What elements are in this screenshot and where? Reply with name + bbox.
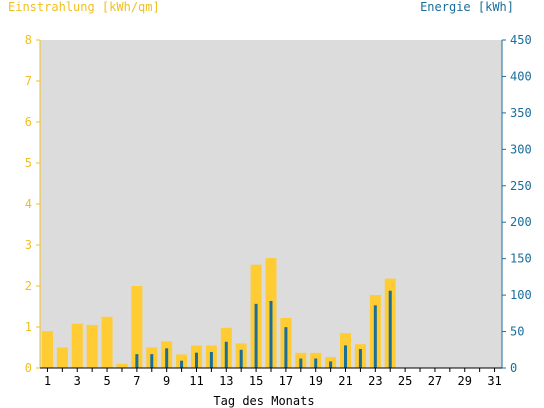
left-axis-tick-label: 2	[25, 279, 32, 293]
right-axis-tick-label: 300	[510, 142, 532, 156]
x-axis-tick-label: 3	[74, 374, 81, 388]
x-axis-tick-label: 9	[163, 374, 170, 388]
energy-bar-day-7	[135, 354, 139, 368]
irradiation-bar-day-7	[131, 286, 143, 368]
x-axis-tick-label: 21	[338, 374, 352, 388]
x-axis-tick-label: 27	[428, 374, 442, 388]
energy-bar-day-24	[388, 290, 392, 368]
left-axis-tick-label: 4	[25, 197, 32, 211]
irradiation-bar-day-3	[71, 323, 83, 368]
energy-bar-day-9	[165, 348, 169, 368]
x-axis-tick-label: 13	[219, 374, 233, 388]
right-axis-tick-label: 450	[510, 33, 532, 47]
right-axis-tick-label: 400	[510, 69, 532, 83]
left-axis-tick-label: 6	[25, 115, 32, 129]
right-axis-tick-label: 250	[510, 179, 532, 193]
left-axis-tick-label: 1	[25, 320, 32, 334]
x-axis-tick-label: 5	[103, 374, 110, 388]
right-axis-tick-label: 200	[510, 215, 532, 229]
energy-bar-day-18	[299, 358, 303, 368]
energy-bar-day-16	[269, 300, 273, 368]
irradiation-bar-day-5	[101, 316, 113, 368]
left-axis-title: Einstrahlung [kWh/qm]	[8, 0, 160, 14]
energy-bar-day-22	[358, 349, 362, 368]
x-axis-tick-label: 29	[458, 374, 472, 388]
energy-bar-day-8	[150, 354, 154, 368]
irradiation-bar-day-2	[56, 347, 68, 368]
energy-bar-day-13	[224, 341, 228, 368]
energy-bar-day-12	[209, 351, 213, 368]
energy-bar-day-15	[254, 303, 258, 368]
x-axis-tick-label: 11	[189, 374, 203, 388]
energy-bar-day-14	[239, 349, 243, 368]
bars-layer	[41, 258, 396, 368]
x-axis-tick-label: 25	[398, 374, 412, 388]
x-axis-tick-label: 7	[133, 374, 140, 388]
energy-bar-day-20	[329, 361, 333, 368]
x-axis-tick-label: 23	[368, 374, 382, 388]
left-axis-tick-label: 7	[25, 74, 32, 88]
irradiation-bar-day-6	[116, 363, 128, 368]
right-axis-tick-label: 50	[510, 325, 524, 339]
x-axis-tick-label: 17	[279, 374, 293, 388]
energy-bar-day-17	[284, 327, 288, 368]
left-axis-tick-label: 0	[25, 361, 32, 375]
x-axis-tick-label: 19	[308, 374, 322, 388]
right-axis-tick-label: 150	[510, 252, 532, 266]
energy-bar-day-19	[314, 358, 318, 368]
right-axis-tick-label: 0	[510, 361, 517, 375]
x-axis-tick-label: 1	[44, 374, 51, 388]
left-axis-tick-label: 3	[25, 238, 32, 252]
x-axis-title: Tag des Monats	[213, 394, 314, 408]
x-axis-tick-label: 31	[487, 374, 501, 388]
right-axis-tick-label: 350	[510, 106, 532, 120]
right-axis-tick-label: 100	[510, 288, 532, 302]
left-axis-tick-label: 5	[25, 156, 32, 170]
x-axis-tick-label: 15	[249, 374, 263, 388]
energy-bar-day-11	[194, 352, 198, 368]
energy-bar-day-21	[344, 345, 348, 368]
irradiation-bar-day-4	[86, 324, 98, 368]
energy-bar-day-23	[373, 305, 377, 368]
energy-bar-day-10	[180, 360, 184, 368]
left-axis-tick-label: 8	[25, 33, 32, 47]
irradiation-bar-day-1	[41, 331, 53, 368]
right-axis-title: Energie [kWh]	[420, 0, 514, 14]
